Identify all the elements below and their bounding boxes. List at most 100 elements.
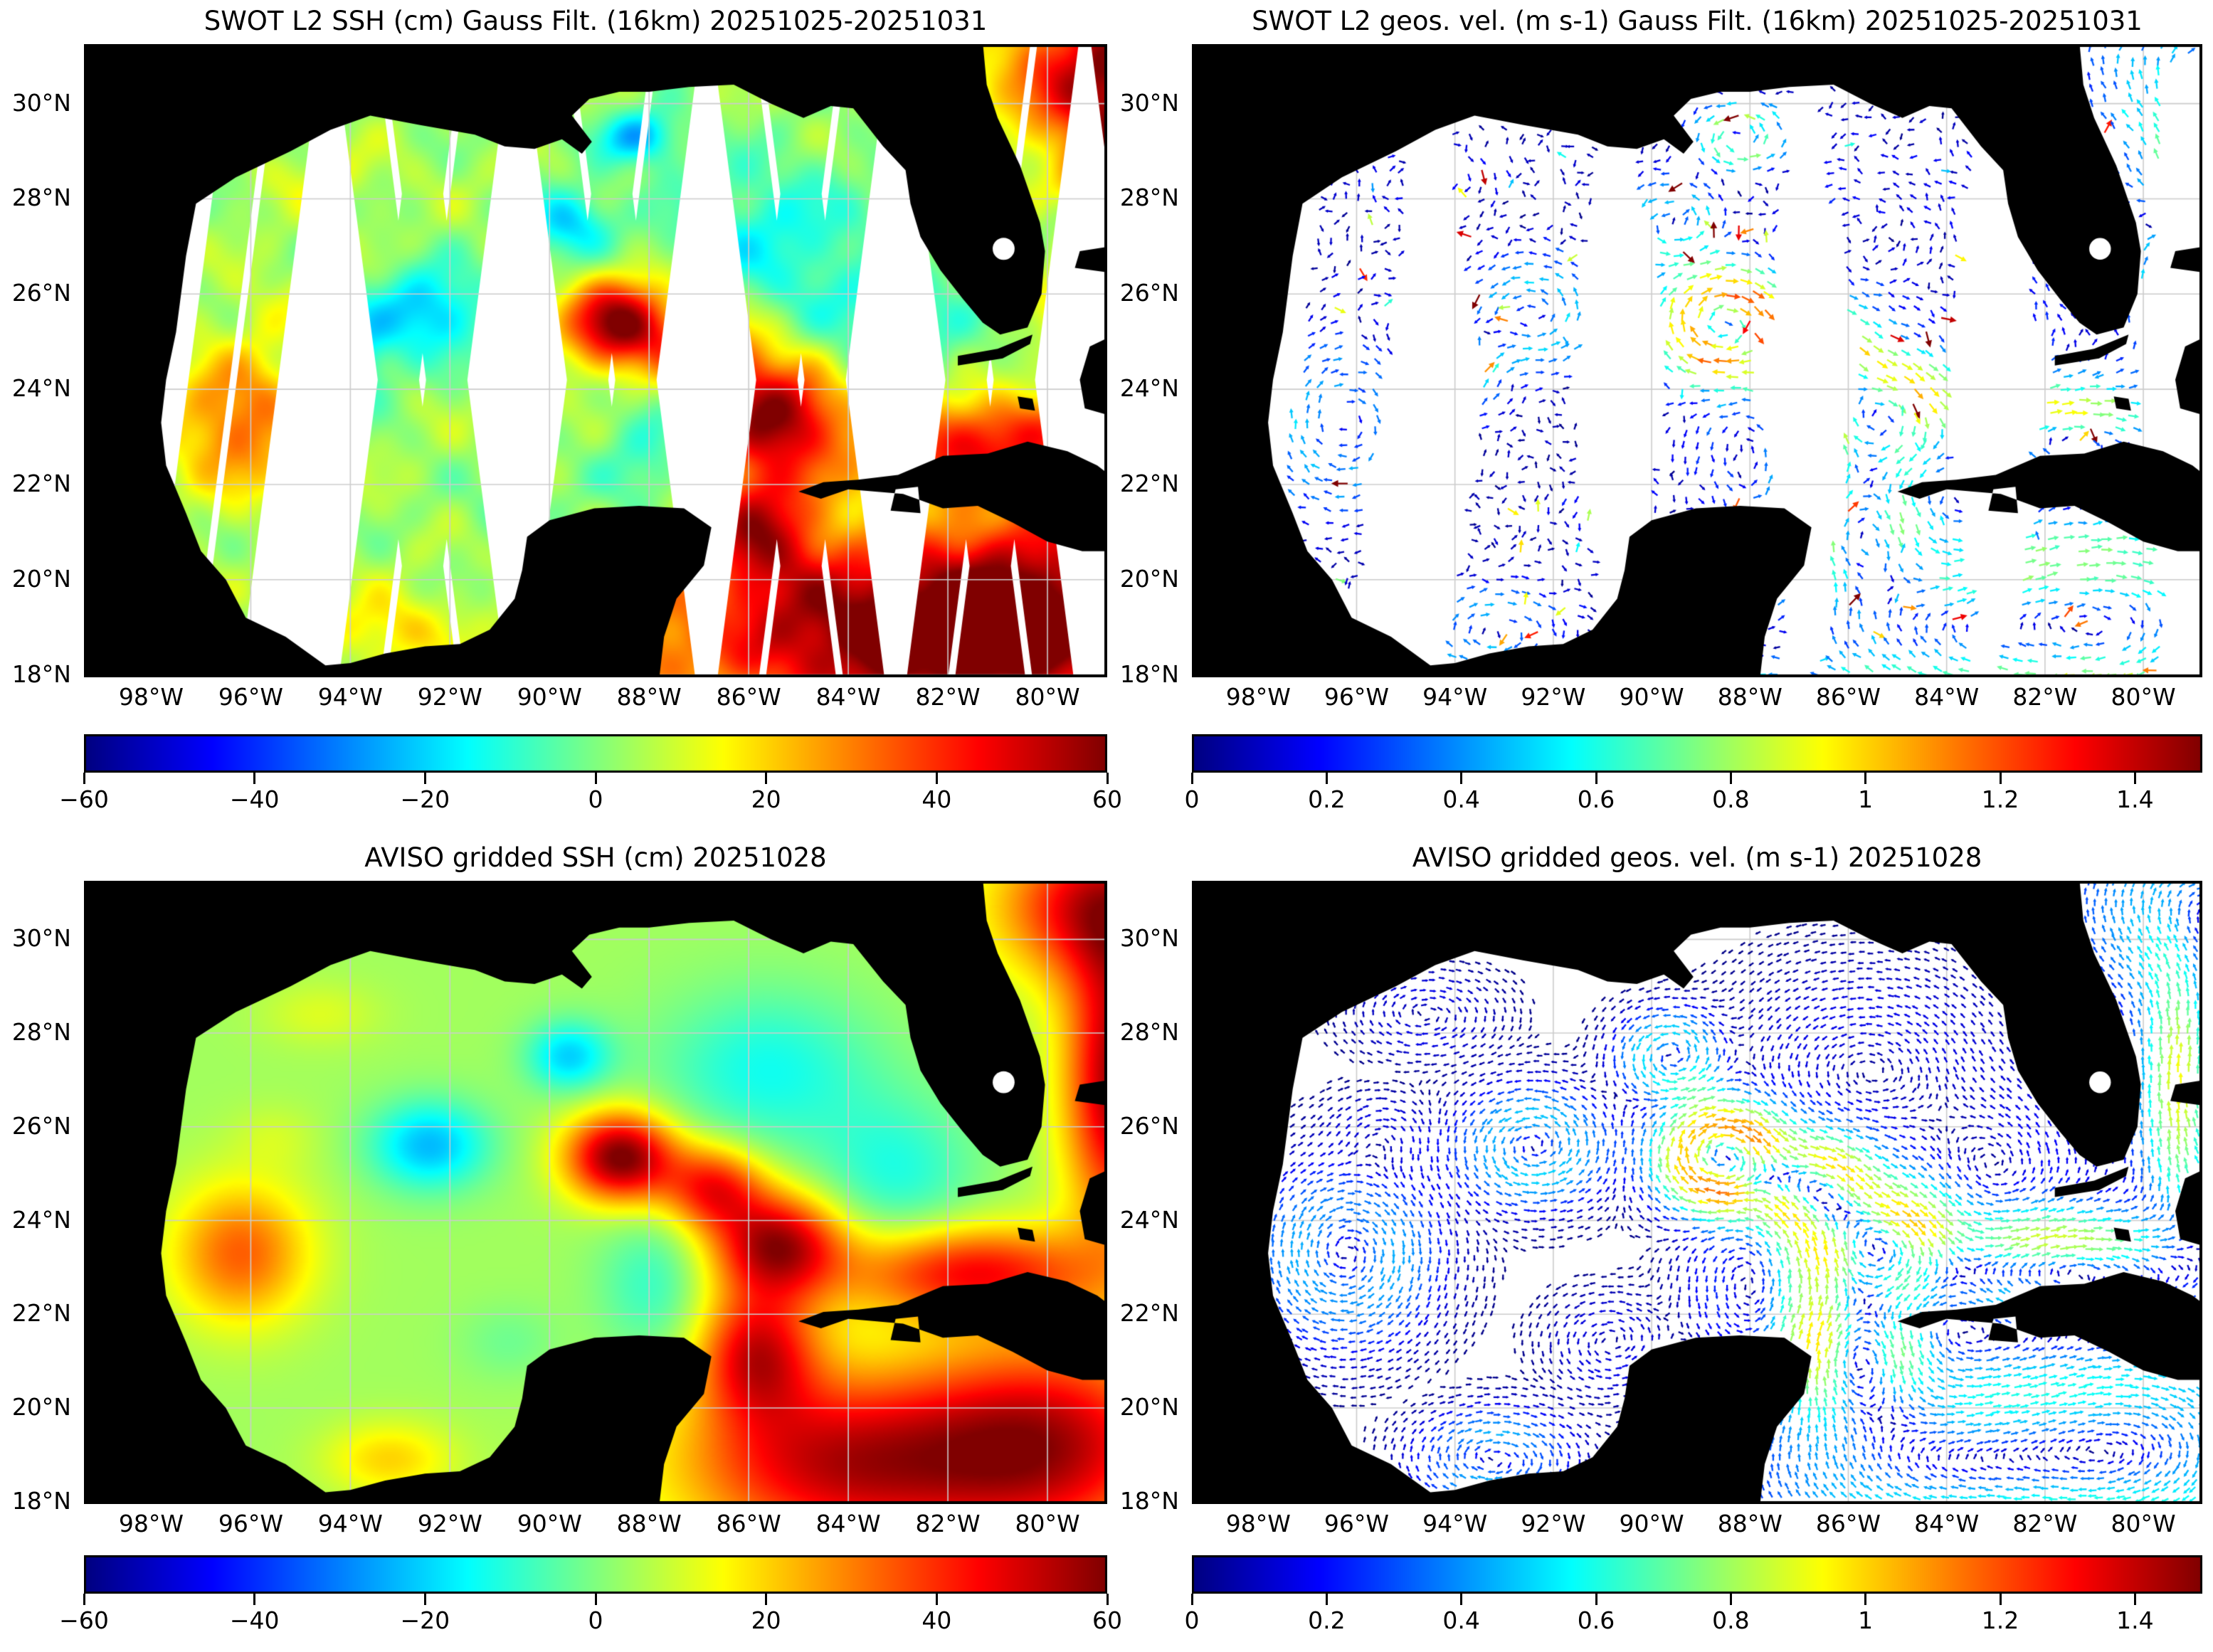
colorbar-tick-mark [1460, 773, 1463, 784]
colorbar-tick-mark [253, 1594, 256, 1605]
colorbar-tick-mark [253, 773, 256, 784]
x-tick-label: 94°W [317, 683, 383, 711]
y-tick-label: 22°N [1119, 469, 1179, 497]
swot-ssh-colorbar-canvas [84, 734, 1107, 773]
y-tick-label: 20°N [1119, 564, 1179, 593]
swot-velocity-colorbar-canvas [1192, 734, 2202, 773]
panel-swot-velocity: SWOT L2 geos. vel. (m s-1) Gauss Filt. (… [1120, 6, 2202, 813]
colorbar-tick-label: 0.2 [1308, 785, 1346, 813]
x-tick-label: 88°W [1717, 1510, 1782, 1537]
colorbar-tick-label: 1 [1858, 1606, 1874, 1634]
colorbar-tick-mark [1595, 1594, 1597, 1605]
colorbar-tick-label: 0.4 [1442, 785, 1480, 813]
colorbar-tick-mark [1460, 1594, 1463, 1605]
colorbar-tick-label: −40 [229, 1606, 280, 1634]
swot-velocity-y-axis-tick-labels: 30°N 28°N 26°N 24°N 22°N 20°N 18°N [1079, 44, 1179, 688]
y-tick-label: 30°N [11, 88, 71, 117]
x-tick-label: 98°W [118, 683, 184, 711]
x-tick-label: 80°W [1015, 1510, 1080, 1537]
x-tick-label: 88°W [616, 683, 682, 711]
panel-title-aviso-velocity: AVISO gridded geos. vel. (m s-1) 2025102… [1412, 842, 1982, 873]
colorbar-tick-label: 1.2 [1981, 785, 2019, 813]
x-tick-label: 90°W [1619, 683, 1684, 711]
x-tick-label: 90°W [1619, 1510, 1684, 1537]
x-tick-label: 96°W [1324, 683, 1390, 711]
aviso-velocity-colorbar-ticks: 0 0.2 0.4 0.6 0.8 1 1.2 1.4 [1185, 1594, 2202, 1639]
colorbar-tick-mark [1325, 773, 1328, 784]
swot-velocity-map-canvas [1192, 44, 2202, 677]
swot-ssh-x-axis-tick-labels: 98°W 96°W 94°W 92°W 90°W 88°W 86°W 84°W 82°W 80°W [84, 683, 1107, 713]
y-tick-label: 26°N [11, 279, 71, 307]
colorbar-tick-mark [83, 1594, 85, 1605]
y-tick-label: 30°N [11, 924, 71, 953]
panel-swot-ssh: SWOT L2 SSH (cm) Gauss Filt. (16km) 2025… [12, 6, 1122, 813]
x-tick-label: 92°W [1521, 683, 1586, 711]
colorbar-tick-mark [1729, 773, 1732, 784]
colorbar-tick-mark [1999, 773, 2002, 784]
aviso-velocity-x-axis-tick-labels: 98°W 96°W 94°W 92°W 90°W 88°W 86°W 84°W 82°W 80°W [1192, 1510, 2202, 1540]
swot-ssh-y-axis-tick-labels: 30°N 28°N 26°N 24°N 22°N 20°N 18°N [0, 44, 71, 688]
colorbar-tick-mark [935, 773, 938, 784]
colorbar-tick-mark [1729, 1594, 1732, 1605]
x-tick-label: 92°W [417, 683, 482, 711]
y-tick-label: 18°N [1119, 660, 1179, 688]
panel-aviso-ssh: AVISO gridded SSH (cm) 20251028 30°N 28°N… [12, 842, 1122, 1634]
colorbar-tick-label: −60 [59, 1606, 109, 1634]
colorbar-tick-mark [2133, 773, 2136, 784]
colorbar-tick-label: 20 [751, 1606, 781, 1634]
y-tick-label: 30°N [1119, 88, 1179, 117]
x-tick-label: 88°W [1717, 683, 1782, 711]
colorbar-tick-label: 1.4 [2116, 1606, 2154, 1634]
colorbar-tick-mark [1864, 773, 1867, 784]
colorbar-tick-label: 0 [588, 785, 603, 813]
colorbar-tick-mark [594, 773, 597, 784]
x-tick-label: 98°W [1225, 683, 1291, 711]
aviso-ssh-map-canvas [84, 881, 1107, 1504]
swot-velocity-colorbar-ticks: 0 0.2 0.4 0.6 0.8 1 1.2 1.4 [1185, 773, 2202, 818]
swot-velocity-x-axis-tick-labels: 98°W 96°W 94°W 92°W 90°W 88°W 86°W 84°W 82°W 80°W [1192, 683, 2202, 713]
x-tick-label: 80°W [2111, 1510, 2176, 1537]
x-tick-label: 98°W [1225, 1510, 1291, 1537]
colorbar-tick-label: −20 [400, 1606, 450, 1634]
colorbar-tick-label: 0 [588, 1606, 603, 1634]
x-tick-label: 84°W [1914, 683, 1980, 711]
colorbar-tick-label: 60 [1092, 785, 1122, 813]
y-tick-label: 22°N [1119, 1299, 1179, 1328]
panel-aviso-velocity: AVISO gridded geos. vel. (m s-1) 2025102… [1120, 842, 2202, 1634]
panel-title-swot-velocity: SWOT L2 geos. vel. (m s-1) Gauss Filt. (… [1252, 6, 2143, 36]
panel-title-aviso-ssh: AVISO gridded SSH (cm) 20251028 [364, 842, 827, 873]
y-tick-label: 28°N [11, 184, 71, 212]
swot-ssh-colorbar-ticks: −60 −40 −20 0 20 40 60 [59, 773, 1122, 818]
colorbar-tick-label: 0.6 [1577, 785, 1615, 813]
y-tick-label: 22°N [11, 1299, 71, 1328]
x-tick-label: 90°W [517, 683, 582, 711]
colorbar-tick-label: 20 [751, 785, 781, 813]
aviso-ssh-x-axis-tick-labels: 98°W 96°W 94°W 92°W 90°W 88°W 86°W 84°W 82°W 80°W [84, 1510, 1107, 1540]
y-tick-label: 28°N [11, 1018, 71, 1047]
colorbar-tick-label: 40 [921, 1606, 952, 1634]
colorbar-tick-mark [765, 773, 768, 784]
y-tick-label: 20°N [11, 564, 71, 593]
aviso-ssh-y-axis-tick-labels: 30°N 28°N 26°N 24°N 22°N 20°N 18°N [0, 881, 71, 1514]
aviso-ssh-colorbar-canvas [84, 1555, 1107, 1594]
y-tick-label: 24°N [1119, 374, 1179, 403]
colorbar-tick-label: 1.4 [2116, 785, 2154, 813]
y-tick-label: 22°N [11, 469, 71, 497]
x-tick-label: 94°W [1422, 1510, 1488, 1537]
colorbar-tick-label: 1.2 [1981, 1606, 2019, 1634]
x-tick-label: 82°W [2012, 1510, 2078, 1537]
swot-ssh-map-canvas [84, 44, 1107, 677]
x-tick-label: 86°W [1815, 1510, 1881, 1537]
y-tick-label: 30°N [1119, 924, 1179, 953]
colorbar-tick-mark [83, 773, 85, 784]
x-tick-label: 80°W [1015, 683, 1080, 711]
colorbar-tick-label: 0.8 [1712, 785, 1750, 813]
colorbar-tick-label: −40 [229, 785, 280, 813]
colorbar-tick-mark [423, 773, 426, 784]
x-tick-label: 84°W [815, 683, 881, 711]
aviso-velocity-y-axis-tick-labels: 30°N 28°N 26°N 24°N 22°N 20°N 18°N [1079, 881, 1179, 1514]
aviso-velocity-colorbar-canvas [1192, 1555, 2202, 1594]
colorbar-tick-label: −20 [400, 785, 450, 813]
y-tick-label: 18°N [11, 1486, 71, 1515]
x-tick-label: 96°W [1324, 1510, 1390, 1537]
